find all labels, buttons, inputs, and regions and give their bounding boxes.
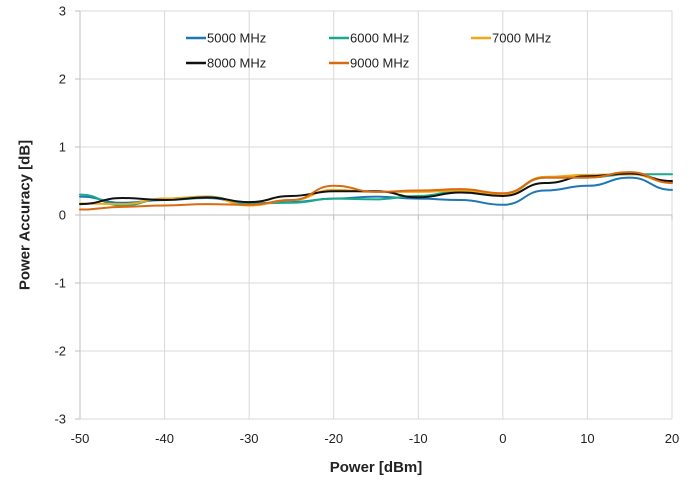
x-tick-label: -10 [409, 431, 428, 446]
x-tick-label: 20 [665, 431, 679, 446]
legend-label: 8000 MHz [207, 56, 266, 71]
legend-label: 6000 MHz [350, 31, 409, 46]
series-line-9000-mhz [79, 171, 673, 211]
legend-label: 5000 MHz [207, 31, 266, 46]
x-tick-label: -40 [155, 431, 174, 446]
legend-item-8000-mhz: 8000 MHz [186, 56, 266, 71]
legend-item-9000-mhz: 9000 MHz [329, 56, 409, 71]
y-axis-title: Power Accuracy [dB] [16, 140, 33, 290]
legend-label: 7000 MHz [492, 31, 551, 46]
legend-item-7000-mhz: 7000 MHz [471, 31, 551, 46]
x-axis-title: Power [dBm] [330, 459, 423, 476]
x-tick-label: -30 [240, 431, 259, 446]
legend: 5000 MHz 6000 MHz 7000 MHz 8000 MHz 9000 MHz [186, 31, 551, 71]
x-tick-label: 0 [499, 431, 506, 446]
x-tick-label: -20 [324, 431, 343, 446]
legend-item-5000-mhz: 5000 MHz [186, 31, 266, 46]
x-tick-label: -50 [71, 431, 90, 446]
y-tick-label: -2 [54, 344, 66, 359]
y-tick-label: 2 [59, 72, 66, 87]
y-tick-label: 1 [59, 140, 66, 155]
legend-item-6000-mhz: 6000 MHz [329, 31, 409, 46]
series-lines [79, 171, 673, 211]
y-tick-label: 0 [59, 208, 66, 223]
legend-label: 9000 MHz [350, 56, 409, 71]
y-tick-label: -1 [54, 276, 66, 291]
x-tick-label: 10 [580, 431, 594, 446]
y-tick-label: 3 [59, 4, 66, 19]
y-tick-label: -3 [54, 412, 66, 427]
